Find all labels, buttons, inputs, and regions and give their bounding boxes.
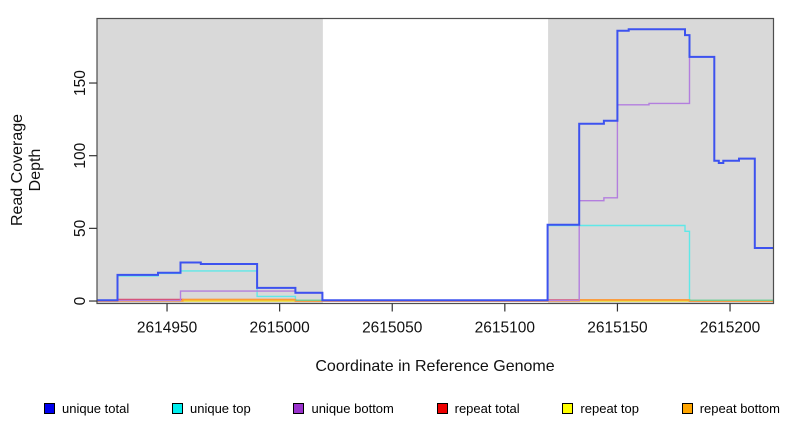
legend-item-repeat-top: repeat top xyxy=(562,401,639,416)
legend-swatch-icon xyxy=(171,402,183,414)
y-tick-label: 50 xyxy=(72,219,89,237)
legend-swatch-icon xyxy=(293,402,305,414)
legend-label: unique top xyxy=(189,400,251,416)
x-tick-label: 2614950 xyxy=(137,320,198,337)
legend-swatch-icon xyxy=(436,402,448,414)
legend-label: unique bottom xyxy=(311,400,394,416)
x-axis-title: Coordinate in Reference Genome xyxy=(315,358,555,375)
legend-label: repeat total xyxy=(454,400,520,416)
y-tick-label: 0 xyxy=(72,296,89,305)
legend-item-repeat-total: repeat total xyxy=(436,400,520,416)
legend-item-unique-total: unique total xyxy=(44,401,129,416)
x-tick-label: 2615150 xyxy=(587,320,648,337)
y-tick-label: 150 xyxy=(72,70,89,96)
x-tick-label: 2615000 xyxy=(249,320,310,337)
x-tick-label: 2615200 xyxy=(700,320,761,337)
legend-label: repeat top xyxy=(580,400,639,416)
legend-item-unique-top: unique top xyxy=(171,400,251,416)
series-line-unique-total xyxy=(97,28,774,302)
plot-canvas: 0 50 100 150 2614950 2615000 2615050 2615100 261… xyxy=(72,17,775,337)
legend-swatch-icon xyxy=(562,402,574,414)
x-tick-label: 2615100 xyxy=(475,320,536,337)
legend-item-unique-bottom: unique bottom xyxy=(293,400,394,416)
plot-border xyxy=(96,17,775,305)
legend-label: repeat bottom xyxy=(699,400,780,416)
y-axis-title: Read Coverage Depth xyxy=(9,113,44,227)
legend-swatch-icon xyxy=(44,402,55,414)
shaded-region xyxy=(97,18,323,304)
x-tick-label: 2615050 xyxy=(362,320,423,337)
legend-item-repeat-bottom: repeat bottom xyxy=(681,400,780,416)
legend-label: unique total xyxy=(62,400,130,416)
legend: unique total unique top unique bottom repea… xyxy=(44,399,780,417)
legend-swatch-icon xyxy=(681,402,693,414)
y-tick-label: 100 xyxy=(72,142,89,168)
